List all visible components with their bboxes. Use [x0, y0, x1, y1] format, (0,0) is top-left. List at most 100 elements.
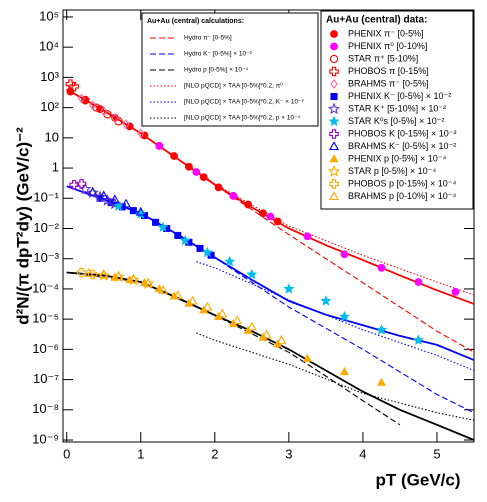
marker — [330, 79, 338, 89]
marker — [155, 142, 164, 150]
marker — [376, 377, 386, 386]
marker — [121, 198, 131, 208]
marker — [202, 301, 213, 311]
marker — [170, 152, 178, 160]
curve — [196, 261, 474, 372]
legend-label: STAR K⁺ [5-10%] × 10⁻² — [348, 103, 446, 113]
marker — [329, 66, 339, 77]
y-tick-label: 10⁻¹ — [33, 190, 59, 205]
marker — [135, 206, 146, 216]
marker — [81, 95, 90, 105]
marker — [330, 30, 338, 38]
marker — [451, 287, 460, 296]
marker — [339, 367, 349, 376]
y-axis-label: d²N/(π dpT²dy) (GeV/c)⁻² — [13, 127, 32, 325]
x-tick-label: 4 — [359, 446, 366, 461]
marker — [302, 353, 312, 362]
marker — [412, 334, 424, 345]
marker — [259, 209, 267, 218]
legend-label: [NLO pQCD] × TAA [0-5%]*0.2, K⁻ × 10⁻² — [184, 99, 305, 106]
marker — [224, 255, 236, 267]
x-tick-label: 0 — [63, 446, 70, 461]
y-tick-label: 10⁻⁹ — [32, 431, 59, 446]
marker — [338, 311, 350, 322]
legend-label: STAR K⁰s [0-5%] × 10⁻² — [348, 116, 444, 126]
marker — [113, 271, 124, 280]
plot-frame — [62, 9, 475, 443]
legend-label: PHENIX π⁰ [0-10%] — [348, 41, 427, 51]
legend-label: Hydro π⁻ [0-5%] — [184, 35, 232, 42]
marker — [192, 168, 201, 176]
marker — [92, 103, 101, 112]
marker — [327, 165, 341, 177]
marker — [199, 173, 208, 182]
marker — [246, 321, 257, 331]
marker — [266, 212, 275, 221]
legend-label: [NLO pQCD] × TAA [0-5%]*0.2, p × 10⁻⁴ — [184, 115, 300, 122]
legend-label: STAR π⁺ [5-10%] — [348, 53, 418, 63]
marker — [375, 324, 387, 335]
calc-legend: Au+Au (central) calculations: Hydro π⁻ [0… — [141, 12, 319, 127]
marker — [276, 334, 287, 344]
marker — [109, 194, 120, 204]
marker — [143, 278, 154, 288]
legend-label: BRAHMS p [0-10%] × 10⁻⁴ — [348, 191, 457, 201]
marker — [174, 231, 182, 239]
curve — [66, 185, 474, 361]
marker — [83, 267, 94, 277]
marker — [328, 115, 340, 127]
marker — [229, 191, 238, 200]
y-tick-label: 10⁻² — [33, 220, 59, 235]
marker — [142, 277, 155, 289]
marker — [320, 295, 332, 306]
y-tick-label: 10⁻³ — [33, 250, 59, 265]
marker — [329, 154, 339, 163]
marker — [158, 284, 168, 294]
data-legend: Au+Au (central) data: PHENIX π⁻ [0-5%] PHE… — [320, 10, 474, 210]
marker — [128, 273, 139, 283]
x-tick-label: 5 — [433, 446, 440, 461]
marker — [303, 232, 312, 241]
curve — [66, 185, 474, 414]
marker — [98, 190, 109, 200]
marker — [98, 269, 109, 279]
legend-label: PHENIX K⁻ [0-5%] × 10⁻² — [348, 91, 451, 101]
marker — [113, 200, 125, 211]
marker — [327, 102, 341, 115]
legend-title: Au+Au (central) calculations: — [147, 18, 244, 25]
marker — [217, 308, 228, 318]
marker — [125, 122, 134, 131]
marker — [329, 141, 339, 151]
curve — [195, 169, 474, 296]
marker — [122, 119, 130, 130]
curve — [196, 332, 474, 421]
marker — [69, 180, 79, 190]
marker — [330, 42, 338, 51]
marker — [100, 106, 108, 117]
marker — [330, 93, 338, 101]
marker — [329, 179, 339, 189]
legend-label: PHENIX π⁻ [0-5%] — [348, 28, 423, 38]
plot-area — [65, 79, 474, 441]
marker — [261, 329, 272, 339]
legend-label: PHOBOS π [0-15%] — [348, 66, 429, 76]
y-tick-label: 10³ — [40, 69, 59, 84]
curve — [66, 271, 474, 441]
marker — [246, 268, 258, 280]
marker — [329, 54, 339, 64]
legend-label: BRAHMS K⁻ [0-5%] × 10⁻² — [348, 141, 456, 151]
y-tick-label: 10 — [45, 129, 59, 144]
marker — [69, 81, 79, 92]
legend-label: BRAHMS π⁻ [0-5%] — [348, 78, 428, 88]
legend-label: Hydro K⁻ [0-5%] × 10⁻² — [184, 51, 253, 58]
legend-title: Au+Au (central) data: — [326, 15, 427, 26]
marker — [283, 283, 295, 294]
marker — [76, 267, 87, 278]
marker — [88, 100, 97, 111]
marker — [157, 221, 169, 232]
marker — [329, 129, 339, 139]
y-tick-label: 1 — [52, 159, 59, 174]
marker — [201, 246, 213, 258]
y-tick-label: 10⁵ — [39, 8, 59, 23]
